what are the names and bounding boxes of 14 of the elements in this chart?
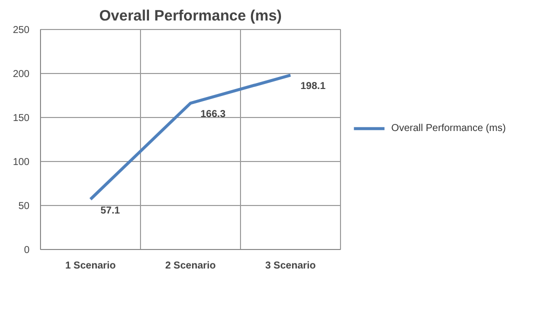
data-label: 166.3 <box>200 109 226 120</box>
x-tick-label: 3 Scenario <box>265 260 316 272</box>
y-tick-label: 200 <box>12 69 30 80</box>
data-label: 198.1 <box>300 81 326 92</box>
x-tick-label: 1 Scenario <box>65 260 116 272</box>
y-tick-label: 0 <box>24 245 30 256</box>
y-tick-label: 50 <box>18 201 30 212</box>
legend-label: Overall Performance (ms) <box>391 123 506 134</box>
y-tick-label: 250 <box>12 25 30 36</box>
y-tick-label: 150 <box>12 113 30 124</box>
y-tick-label: 100 <box>12 157 30 168</box>
x-tick-label: 2 Scenario <box>165 260 216 272</box>
chart-title: Overall Performance (ms) <box>99 8 282 24</box>
data-label: 57.1 <box>100 205 120 216</box>
